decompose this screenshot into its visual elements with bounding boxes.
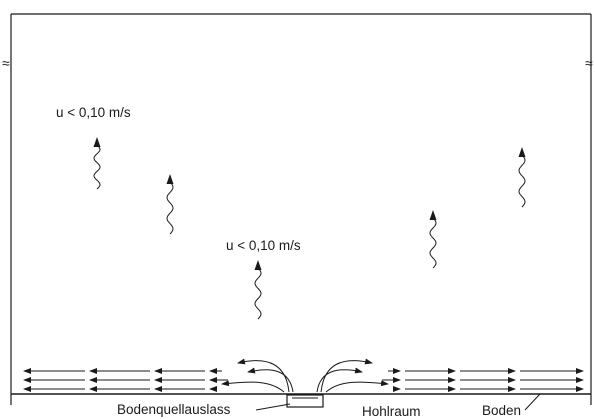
rising-arrow-head [166, 174, 174, 184]
velocity-label-middle: u < 0,10 m/s [226, 238, 301, 253]
left-break-mark: ≈ [2, 55, 10, 71]
flow-curve-left [221, 380, 285, 393]
floor-outlet [286, 394, 324, 408]
outlet-leader-line [255, 403, 291, 411]
floor-label: Boden [482, 403, 521, 418]
rising-air-arrows [93, 137, 526, 320]
cavity-label: Hohlraum [362, 404, 421, 419]
velocity-label-upper: u < 0,10 m/s [56, 105, 131, 120]
rising-arrow-head [254, 260, 262, 270]
floor-supply-flow-arrows [23, 358, 584, 393]
flow-curve-left [237, 358, 290, 393]
floor-leader-line [524, 393, 541, 411]
rising-arrow-line [93, 144, 101, 190]
flow-curve-left [247, 367, 294, 393]
flow-curve-right [320, 358, 373, 393]
rising-arrow-line [166, 181, 174, 235]
right-break-mark: ≈ [585, 55, 593, 71]
rising-arrow-head [429, 210, 437, 220]
outlet-label: Bodenquellauslass [117, 402, 231, 417]
rising-arrow-line [518, 154, 526, 208]
rising-arrow-head [518, 147, 526, 157]
flow-curve-right [316, 367, 363, 393]
flow-curve-right [325, 380, 389, 393]
rising-arrow-line [429, 217, 437, 269]
rising-arrow-head [93, 137, 101, 147]
rising-arrow-line [254, 267, 262, 320]
